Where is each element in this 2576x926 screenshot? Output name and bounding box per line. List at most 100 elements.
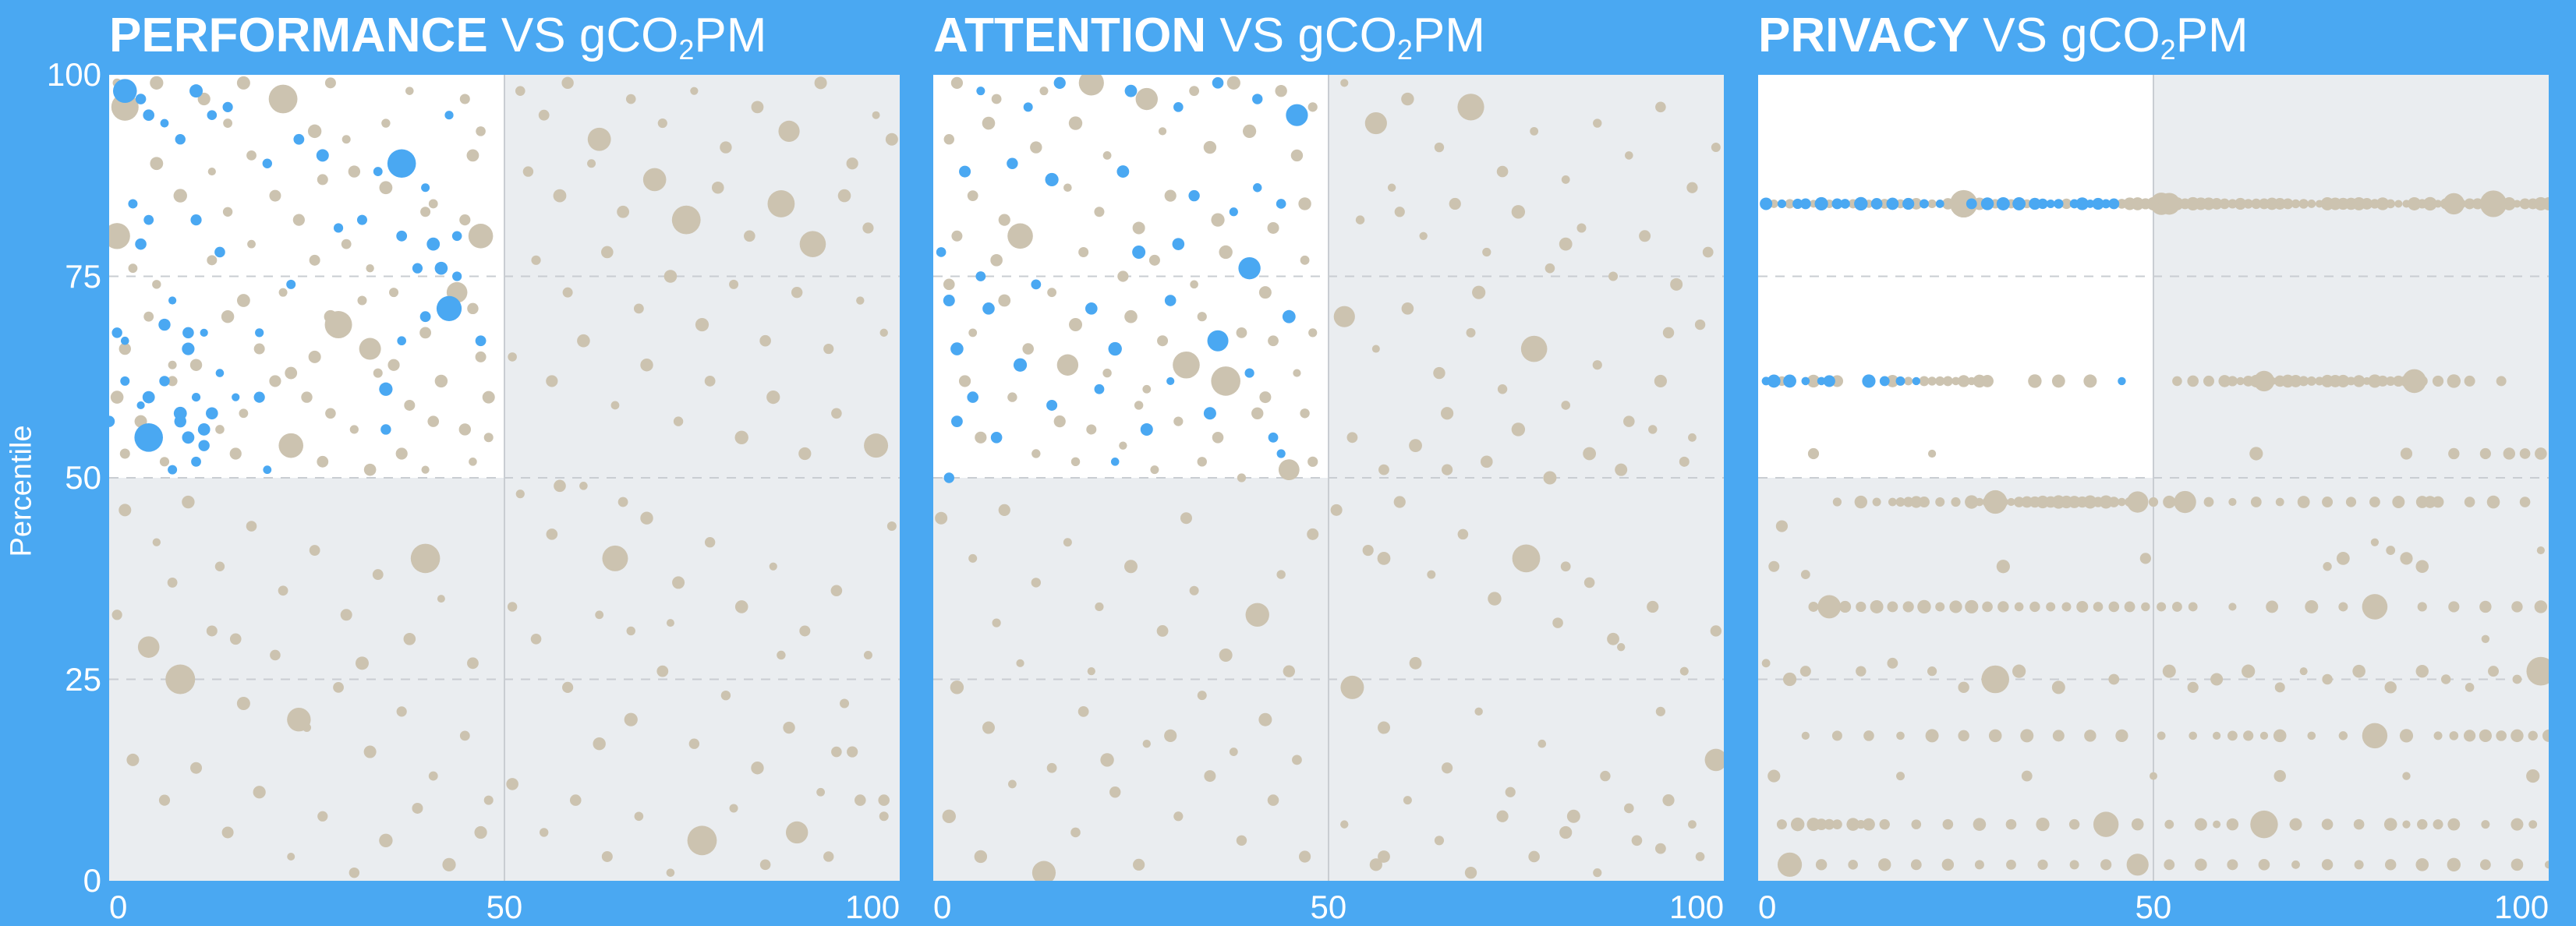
data-point <box>1896 772 1905 781</box>
data-point <box>885 133 898 146</box>
data-point <box>601 850 613 862</box>
data-point-highlight <box>1188 189 1200 202</box>
data-point <box>522 166 534 177</box>
data-point <box>2385 859 2397 871</box>
data-point <box>309 254 320 266</box>
data-point <box>1552 617 1563 628</box>
data-point <box>206 625 218 637</box>
data-point <box>1378 464 1389 475</box>
data-point <box>2100 859 2112 871</box>
data-point-highlight <box>1244 368 1254 378</box>
data-point <box>110 391 124 404</box>
data-point <box>2083 374 2097 388</box>
data-point <box>434 374 448 388</box>
data-point-highlight <box>190 214 202 226</box>
data-point <box>2236 376 2245 386</box>
data-point <box>798 447 812 461</box>
data-point <box>366 263 374 273</box>
data-point <box>2164 859 2175 871</box>
data-point <box>2258 859 2270 871</box>
data-point <box>2528 820 2538 829</box>
data-point <box>1362 544 1374 557</box>
data-point <box>410 543 441 574</box>
data-point <box>404 399 416 411</box>
data-point <box>1203 140 1217 154</box>
data-point <box>1625 151 1633 160</box>
data-point <box>1030 141 1042 154</box>
data-point <box>1474 707 1483 716</box>
data-point <box>1401 92 1414 106</box>
data-point-highlight <box>451 231 462 242</box>
y-tick-label: 50 <box>65 459 101 496</box>
data-point <box>943 278 955 291</box>
data-point <box>2433 731 2443 740</box>
data-point <box>2352 664 2365 678</box>
data-point-highlight <box>207 110 218 120</box>
data-point <box>150 76 164 90</box>
data-point <box>396 706 407 717</box>
data-point <box>695 317 709 332</box>
data-point <box>1654 374 1667 388</box>
data-point-highlight <box>1013 358 1028 372</box>
data-point <box>1046 762 1057 773</box>
data-point <box>982 721 995 734</box>
data-point <box>1592 360 1602 370</box>
data-point-highlight <box>134 423 163 452</box>
data-point <box>1307 528 1319 540</box>
data-point <box>553 189 567 203</box>
data-point <box>2291 860 2300 869</box>
data-point <box>830 585 843 597</box>
data-point-highlight <box>293 133 305 145</box>
data-point <box>1245 603 1269 627</box>
data-point <box>1156 625 1169 637</box>
data-point <box>2448 601 2460 613</box>
data-point <box>1173 416 1184 426</box>
privacy-title-end: PM <box>2175 9 2249 62</box>
data-point <box>2352 375 2365 387</box>
attention-title-end: PM <box>1412 9 1485 62</box>
data-point <box>1378 850 1390 863</box>
data-point-highlight <box>1980 197 1994 210</box>
data-point <box>467 302 479 315</box>
data-point <box>1481 455 1493 468</box>
data-point <box>2472 198 2483 210</box>
data-point <box>278 585 288 596</box>
data-point <box>466 149 479 162</box>
data-point <box>2417 818 2428 830</box>
data-point <box>2141 602 2150 612</box>
data-point <box>387 359 400 371</box>
data-point-highlight <box>200 328 208 337</box>
data-point-highlight <box>1094 383 1105 394</box>
data-point <box>2126 854 2149 876</box>
data-point <box>2384 681 2397 694</box>
data-point <box>1047 288 1056 298</box>
data-point-highlight <box>1053 76 1066 89</box>
data-point <box>1505 786 1516 797</box>
data-point-highlight <box>197 423 211 436</box>
data-point <box>475 351 487 362</box>
data-point-highlight <box>191 393 201 402</box>
data-point <box>2306 376 2316 386</box>
data-point <box>968 328 978 338</box>
data-point <box>2415 560 2429 574</box>
performance-title: PERFORMANCE VS gCO2PM <box>109 5 766 81</box>
data-point <box>1530 126 1539 136</box>
data-point <box>1053 415 1066 428</box>
data-point-highlight <box>1110 458 1120 466</box>
data-point <box>1824 818 1835 830</box>
data-point <box>579 482 588 490</box>
data-point <box>1148 254 1160 266</box>
data-point-highlight <box>111 327 122 338</box>
data-point <box>229 633 242 645</box>
data-point <box>601 246 614 259</box>
data-point <box>2392 496 2405 509</box>
data-point <box>2464 375 2475 387</box>
data-point <box>783 721 795 734</box>
data-point <box>1197 312 1207 322</box>
data-point <box>1293 369 1301 377</box>
data-point-highlight <box>452 271 462 281</box>
data-point <box>2362 594 2388 620</box>
data-point <box>301 391 313 403</box>
data-point <box>958 375 971 387</box>
data-point <box>1511 205 1526 219</box>
